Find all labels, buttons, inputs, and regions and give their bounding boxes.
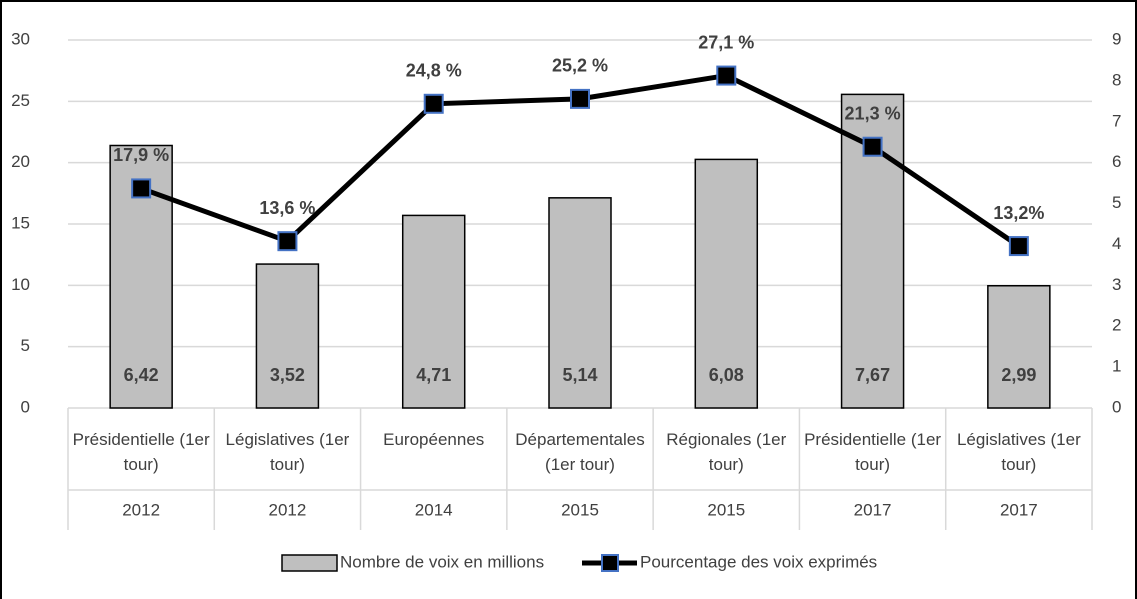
bar — [987, 284, 1051, 409]
y2-tick-label: 5 — [1112, 193, 1121, 212]
bar-label: 4,71 — [416, 365, 451, 385]
bar — [255, 263, 320, 409]
x-tick-label: Législatives (1er tour) — [957, 430, 1081, 474]
y-tick-label: 20 — [11, 152, 30, 171]
line-label: 21,3 % — [845, 103, 901, 123]
x-group-label: 2012 — [269, 500, 307, 519]
x-tick-label: Européennes — [383, 430, 484, 449]
legend-swatch — [281, 554, 338, 572]
x-group-label: 2015 — [561, 500, 599, 519]
y2-tick-label: 4 — [1112, 234, 1121, 253]
y-tick-label: 25 — [11, 91, 30, 110]
line-label: 25,2 % — [552, 56, 608, 76]
y-tick-label: 30 — [11, 29, 30, 48]
y2-tick-label: 0 — [1112, 397, 1121, 416]
y2-tick-label: 3 — [1112, 275, 1121, 294]
line-marker — [716, 65, 737, 86]
legend-label: Pourcentage des voix exprimés — [640, 552, 877, 571]
line-label: 13,2% — [993, 203, 1044, 223]
y-tick-label: 15 — [11, 213, 30, 232]
line-marker — [423, 93, 444, 114]
line-marker — [862, 136, 883, 157]
bar — [694, 158, 759, 409]
bar-label: 2,99 — [1001, 365, 1036, 385]
y2-tick-label: 6 — [1112, 152, 1121, 171]
x-group-label: 2014 — [415, 500, 453, 519]
x-group-label: 2015 — [707, 500, 745, 519]
line-label: 17,9 % — [113, 145, 169, 165]
x-tick-label: Présidentielle (1er tour) — [73, 430, 210, 474]
legend-marker — [601, 554, 619, 572]
line-label: 13,6 % — [259, 198, 315, 218]
y2-tick-label: 9 — [1112, 29, 1121, 48]
line-marker — [1008, 236, 1029, 257]
y2-tick-label: 7 — [1112, 111, 1121, 130]
bar-label: 3,52 — [270, 365, 305, 385]
y-tick-label: 0 — [21, 397, 30, 416]
x-tick-label: Présidentielle (1er tour) — [804, 430, 941, 474]
x-tick-label: Régionales (1er tour) — [666, 430, 786, 474]
legend-label: Nombre de voix en millions — [340, 552, 544, 571]
bar-label: 5,14 — [562, 365, 597, 385]
y2-tick-label: 2 — [1112, 316, 1121, 335]
bar-label: 6,42 — [124, 365, 159, 385]
y-tick-label: 10 — [11, 275, 30, 294]
x-group-label: 2017 — [854, 500, 892, 519]
y2-tick-label: 8 — [1112, 70, 1121, 89]
bar-label: 6,08 — [709, 365, 744, 385]
y-tick-label: 5 — [21, 336, 30, 355]
x-tick-label: Départementales (1er tour) — [515, 430, 644, 474]
line-label: 24,8 % — [406, 61, 462, 81]
y2-tick-label: 1 — [1112, 357, 1121, 376]
line-marker — [131, 178, 152, 199]
x-group-label: 2017 — [1000, 500, 1038, 519]
bar-label: 7,67 — [855, 365, 890, 385]
line-marker — [277, 231, 298, 252]
line-marker — [570, 88, 590, 109]
line-label: 27,1 % — [698, 32, 754, 52]
bar — [548, 197, 612, 409]
bar — [401, 214, 466, 409]
x-group-label: 2012 — [122, 500, 160, 519]
x-tick-label: Législatives (1er tour) — [226, 430, 350, 474]
